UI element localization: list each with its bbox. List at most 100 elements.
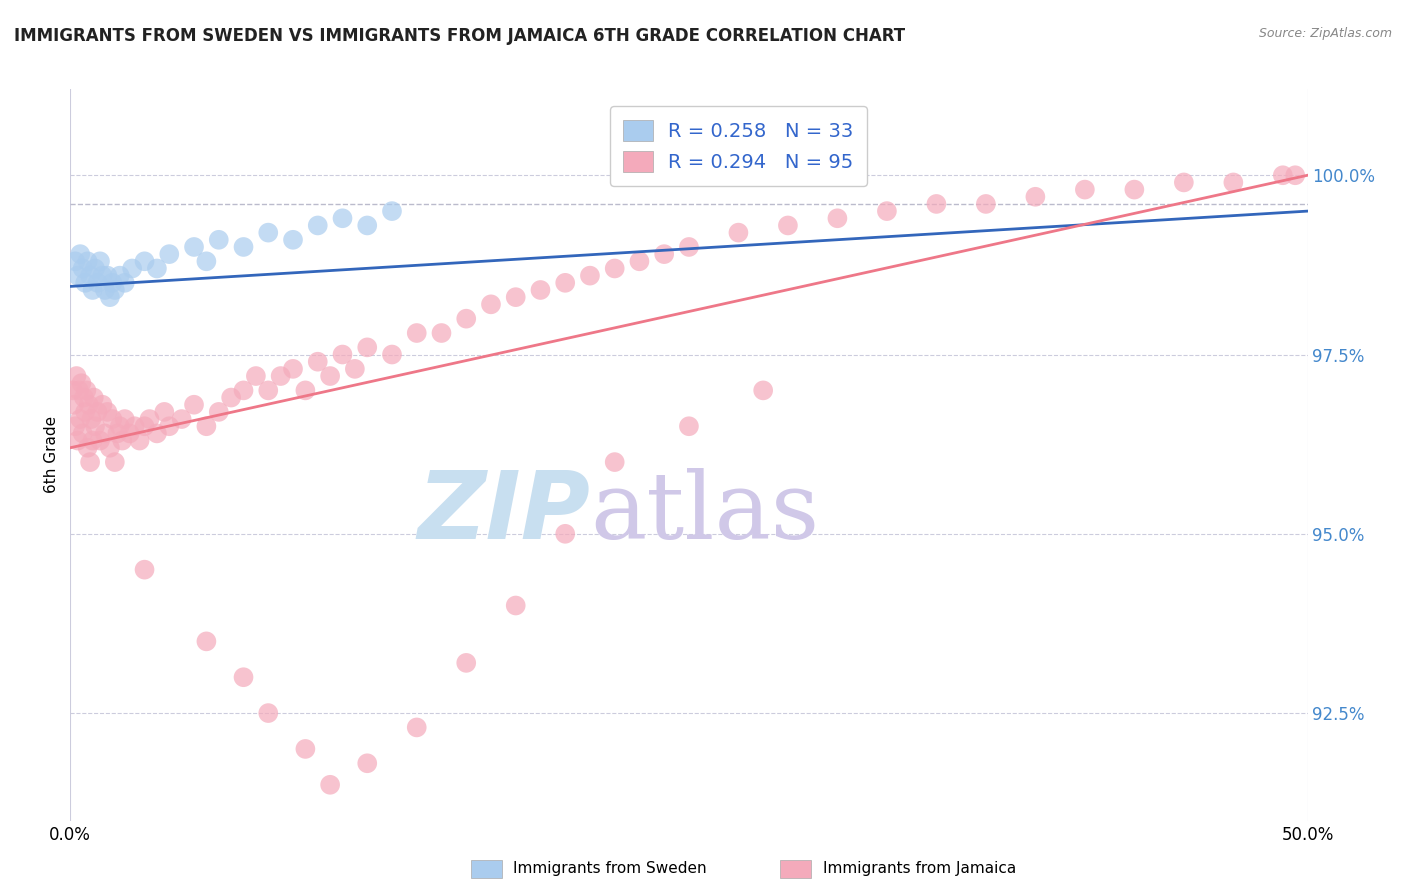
Point <box>505 290 527 304</box>
Point <box>62 384 84 398</box>
Point <box>195 419 218 434</box>
Point <box>183 240 205 254</box>
Text: Immigrants from Jamaica: Immigrants from Jamaica <box>823 862 1015 876</box>
Text: IMMIGRANTS FROM SWEDEN VS IMMIGRANTS FROM JAMAICA 6TH GRADE CORRELATION CHART: IMMIGRANTS FROM SWEDEN VS IMMIGRANTS FRO… <box>14 27 905 45</box>
Point <box>1284 168 1306 182</box>
Point <box>67 384 90 398</box>
Point <box>232 384 254 398</box>
Point <box>82 434 104 448</box>
Point <box>332 347 354 361</box>
Point <box>72 426 94 441</box>
Point <box>94 426 117 441</box>
Point <box>138 412 160 426</box>
Point <box>257 706 280 720</box>
Point <box>405 326 427 340</box>
Point <box>94 283 117 297</box>
Point <box>1074 183 1097 197</box>
Point <box>84 261 107 276</box>
Point <box>108 419 131 434</box>
Point <box>111 434 134 448</box>
Point <box>356 219 378 233</box>
Point <box>727 226 749 240</box>
Point <box>554 276 576 290</box>
Point <box>98 441 121 455</box>
Point <box>381 347 404 361</box>
Point <box>307 354 329 368</box>
Point <box>69 412 91 426</box>
Text: Immigrants from Sweden: Immigrants from Sweden <box>513 862 707 876</box>
Point <box>101 276 124 290</box>
Point <box>104 455 127 469</box>
Point <box>128 434 150 448</box>
Point <box>89 434 111 448</box>
Point <box>270 369 292 384</box>
Point <box>76 441 98 455</box>
Point <box>281 362 304 376</box>
Point <box>134 254 156 268</box>
Point <box>356 756 378 771</box>
Point <box>153 405 176 419</box>
Text: atlas: atlas <box>591 468 820 558</box>
Point <box>157 247 180 261</box>
Point <box>678 240 700 254</box>
Point <box>208 233 231 247</box>
Point <box>505 599 527 613</box>
Point <box>91 398 114 412</box>
Point <box>294 742 316 756</box>
Point <box>124 419 146 434</box>
Point <box>96 405 118 419</box>
Point <box>307 219 329 233</box>
Point <box>827 211 849 226</box>
Point <box>66 268 89 283</box>
Point <box>579 268 602 283</box>
Point <box>356 340 378 354</box>
Point <box>925 197 948 211</box>
Point <box>108 268 131 283</box>
Point <box>96 268 118 283</box>
Point <box>529 283 551 297</box>
Point <box>77 398 100 412</box>
Point <box>80 412 103 426</box>
Point <box>381 204 404 219</box>
Point <box>65 369 87 384</box>
Point <box>70 376 93 391</box>
Text: ZIP: ZIP <box>418 467 591 559</box>
Point <box>134 419 156 434</box>
Point <box>232 240 254 254</box>
Point <box>456 656 478 670</box>
Point <box>69 247 91 261</box>
Point <box>114 276 136 290</box>
Point <box>876 204 898 219</box>
Point <box>121 261 143 276</box>
Point <box>82 283 104 297</box>
Point <box>86 405 108 419</box>
Point <box>65 419 87 434</box>
Point <box>75 276 97 290</box>
Point <box>208 405 231 419</box>
Point <box>343 362 366 376</box>
Point <box>603 261 626 276</box>
Point <box>257 384 280 398</box>
Point <box>91 268 114 283</box>
Point <box>183 398 205 412</box>
Point <box>76 254 98 268</box>
Point <box>479 297 502 311</box>
Point <box>65 254 87 268</box>
Point <box>170 412 193 426</box>
Point <box>101 412 124 426</box>
Point <box>652 247 675 261</box>
Point <box>430 326 453 340</box>
Point <box>157 419 180 434</box>
Point <box>73 391 96 405</box>
Point <box>1024 190 1046 204</box>
Point <box>603 455 626 469</box>
Point <box>332 211 354 226</box>
Point <box>72 261 94 276</box>
Point <box>628 254 651 268</box>
Point <box>1123 183 1146 197</box>
Point <box>86 276 108 290</box>
Point <box>105 426 128 441</box>
Point <box>554 526 576 541</box>
Point <box>752 384 775 398</box>
Point <box>405 720 427 734</box>
